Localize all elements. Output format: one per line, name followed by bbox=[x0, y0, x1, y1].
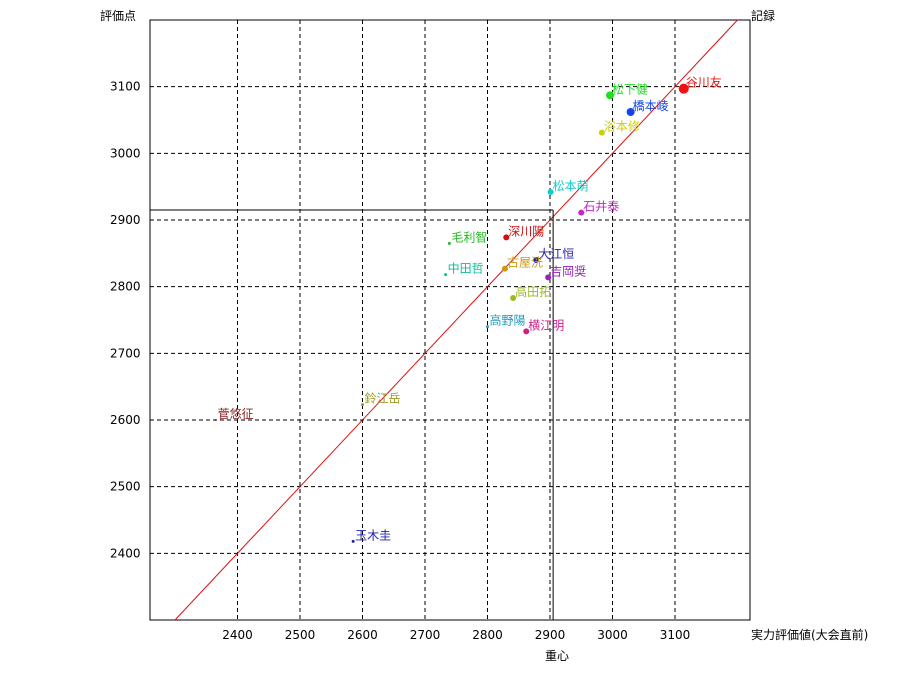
x-tick-label: 2700 bbox=[410, 628, 441, 642]
x-axis-title: 実力評価値(大会直前) bbox=[751, 627, 868, 642]
point-label: 吉岡奨 bbox=[550, 264, 586, 278]
y-tick-label: 2800 bbox=[110, 280, 141, 294]
y-tick-label: 2500 bbox=[110, 480, 141, 494]
x-tick-label: 2500 bbox=[285, 628, 316, 642]
data-point bbox=[502, 265, 508, 272]
y-tick-label: 3100 bbox=[110, 80, 141, 94]
point-label: 石井泰 bbox=[583, 200, 619, 214]
point-label: 横江明 bbox=[528, 318, 564, 332]
point-label: 浴本修 bbox=[604, 119, 640, 134]
point-label: 高野陽 bbox=[490, 313, 526, 328]
data-point bbox=[598, 129, 605, 136]
point-label: 深川陽 bbox=[508, 224, 544, 238]
x-tick-label: 2400 bbox=[222, 628, 253, 642]
data-point bbox=[678, 83, 689, 94]
data-point bbox=[510, 295, 517, 301]
point-label: 橋本崚 bbox=[633, 99, 669, 113]
x-tick-label: 2600 bbox=[347, 628, 378, 642]
point-label: 鈴江岳 bbox=[365, 391, 401, 406]
x-tick-label: 2800 bbox=[472, 628, 503, 642]
x-tick-label: 3100 bbox=[660, 628, 691, 642]
data-point bbox=[626, 108, 635, 116]
point-label: 松本萌 bbox=[553, 179, 589, 193]
plot-frame bbox=[149, 19, 751, 621]
data-point bbox=[606, 91, 614, 100]
data-point bbox=[545, 274, 552, 281]
centroid-label: 重心 bbox=[545, 649, 569, 663]
x-tick-label: 3000 bbox=[597, 628, 628, 642]
y-tick-label: 2900 bbox=[110, 213, 141, 227]
y-tick-label: 3000 bbox=[110, 146, 141, 160]
x-tick-label: 2900 bbox=[535, 628, 566, 642]
data-point bbox=[444, 273, 448, 277]
y-tick-label: 2700 bbox=[110, 346, 141, 360]
point-label: 松下健 bbox=[612, 82, 648, 96]
data-point bbox=[578, 209, 585, 216]
data-point bbox=[503, 234, 510, 241]
point-label: 菅悠征 bbox=[218, 406, 254, 421]
data-point bbox=[214, 419, 217, 421]
diagonal-line-label: 記録 bbox=[751, 8, 775, 23]
data-point bbox=[447, 241, 451, 245]
point-label: 大江恒 bbox=[538, 247, 574, 261]
data-point bbox=[486, 325, 489, 329]
data-point bbox=[523, 328, 530, 335]
data-point bbox=[361, 403, 364, 407]
y-tick-label: 2600 bbox=[110, 413, 141, 427]
point-label: 毛利智 bbox=[451, 229, 487, 244]
data-point bbox=[533, 257, 540, 263]
point-label: 古屋洸 bbox=[507, 255, 543, 270]
point-label: 中田哲 bbox=[448, 261, 484, 276]
y-axis-title: 評価点 bbox=[100, 8, 136, 23]
data-point bbox=[547, 189, 554, 195]
point-label: 高田拓 bbox=[515, 284, 551, 299]
y-tick-label: 2400 bbox=[110, 546, 141, 560]
diagonal-line bbox=[174, 19, 738, 621]
data-point bbox=[351, 539, 355, 543]
point-label: 玉木圭 bbox=[355, 528, 391, 542]
point-label: 谷川友 bbox=[686, 76, 722, 90]
